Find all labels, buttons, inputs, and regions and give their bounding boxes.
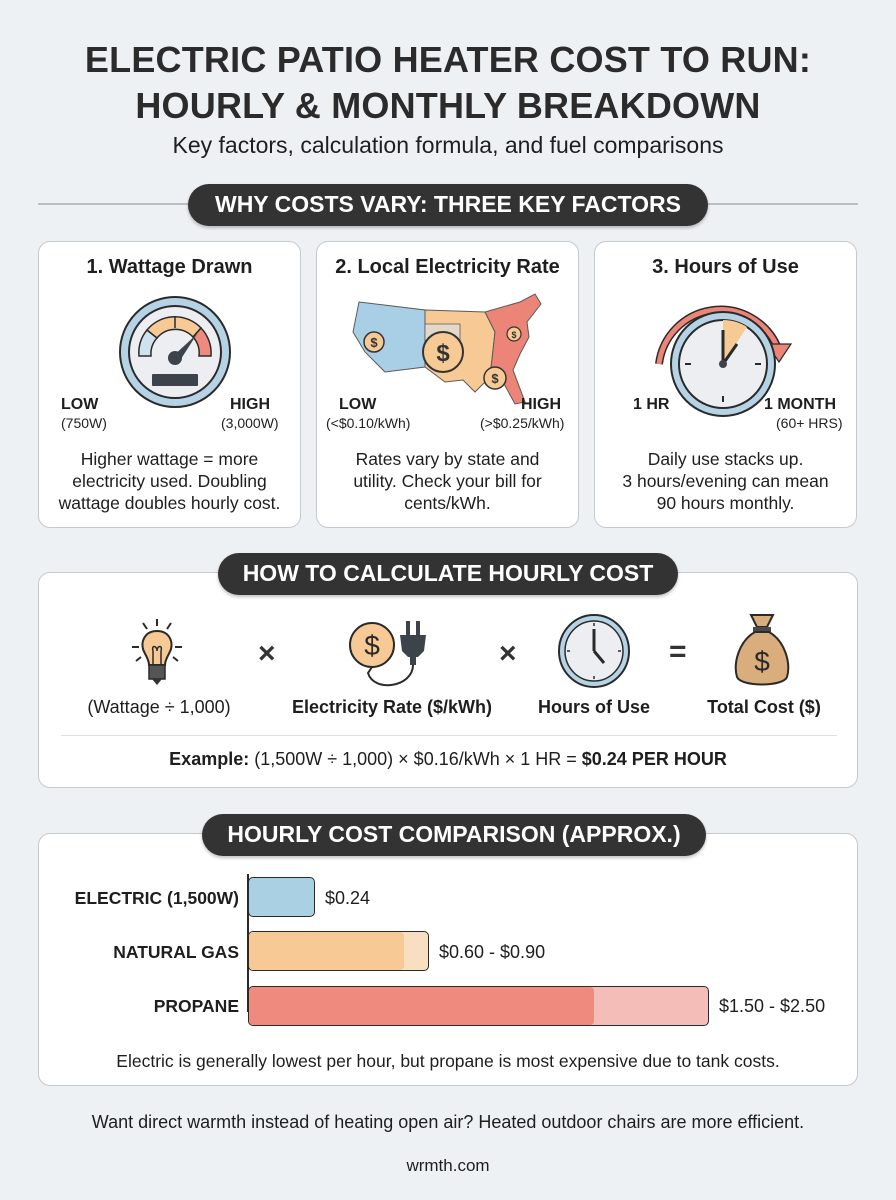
bar-natural-gas-low bbox=[249, 932, 404, 970]
page-subtitle: Key factors, calculation formula, and fu… bbox=[172, 132, 724, 158]
dollar-plug-icon: $ bbox=[349, 621, 426, 687]
factor-title: 2. Local Electricity Rate bbox=[335, 256, 560, 278]
bar-propane bbox=[248, 986, 709, 1026]
high-label: HIGH bbox=[230, 396, 270, 413]
factor-description: Higher wattage = more electricity used. … bbox=[39, 448, 300, 514]
clock-with-arrow-icon bbox=[655, 305, 793, 417]
factor-description: Daily use stacks up. 3 hours/evening can… bbox=[595, 448, 856, 514]
equals-operator: = bbox=[669, 635, 687, 668]
us-map-icon: $ $ $ $ bbox=[352, 293, 542, 405]
bar-value-natural-gas: $0.60 - $0.90 bbox=[439, 942, 546, 962]
page-title-line-1: ELECTRIC PATIO HEATER COST TO RUN: bbox=[84, 39, 812, 80]
formula-term-hours: Hours of Use bbox=[537, 697, 651, 717]
footer-tip: Want direct warmth instead of heating op… bbox=[91, 1112, 805, 1132]
description-line: 3 hours/evening can mean bbox=[622, 471, 829, 491]
bar-value-propane: $1.50 - $2.50 bbox=[719, 996, 826, 1016]
svg-text:$: $ bbox=[370, 335, 378, 350]
description-line: cents/kWh. bbox=[404, 493, 491, 513]
formula-term-total: Total Cost ($) bbox=[707, 697, 821, 717]
svg-text:$: $ bbox=[511, 330, 516, 340]
description-line: utility. Check your bill for bbox=[353, 471, 542, 491]
bar-label-propane: PROPANE bbox=[153, 996, 239, 1016]
svg-text:$: $ bbox=[491, 371, 499, 386]
factor-title: 3. Hours of Use bbox=[652, 256, 799, 278]
clock-icon bbox=[558, 614, 630, 688]
example-result: $0.24 PER HOUR bbox=[581, 749, 727, 769]
description-line: 90 hours monthly. bbox=[656, 493, 795, 513]
high-value: (3,000W) bbox=[221, 415, 279, 431]
high-label: HIGH bbox=[521, 396, 561, 413]
factor-card-wattage: 1. Wattage Drawn LOW (750W) HIGH (3,000W… bbox=[38, 241, 301, 528]
high-label: 1 MONTH bbox=[764, 396, 836, 413]
factor-title: 1. Wattage Drawn bbox=[86, 256, 253, 278]
bar-value-electric: $0.24 bbox=[325, 888, 371, 908]
section-heading-comparison: HOURLY COST COMPARISON (APPROX.) bbox=[202, 814, 706, 856]
bar-natural-gas bbox=[248, 931, 429, 971]
formula-example: Example: (1,500W ÷ 1,000) × $0.16/kWh × … bbox=[39, 749, 857, 770]
bar-label-natural-gas: NATURAL GAS bbox=[113, 942, 239, 962]
low-value: (<$0.10/kWh) bbox=[326, 415, 411, 431]
formula-card: × $ × = $ (Wattage ÷ 1,000) Electricity … bbox=[38, 572, 858, 788]
description-line: Daily use stacks up. bbox=[647, 449, 804, 469]
description-line: electricity used. Doubling bbox=[72, 471, 267, 491]
low-value: (750W) bbox=[61, 415, 107, 431]
high-value: (60+ HRS) bbox=[776, 415, 843, 431]
formula-term-wattage: (Wattage ÷ 1,000) bbox=[87, 697, 231, 717]
example-prefix: Example: bbox=[169, 749, 250, 769]
description-line: wattage doubles hourly cost. bbox=[58, 493, 281, 513]
svg-text:$: $ bbox=[364, 630, 380, 661]
factor-card-hours: 3. Hours of Use 1 HR 1 MONTH (60+ HRS) D… bbox=[594, 241, 857, 528]
low-label: LOW bbox=[61, 396, 99, 413]
section-heading-formula: HOW TO CALCULATE HOURLY COST bbox=[218, 553, 678, 595]
svg-text:$: $ bbox=[754, 646, 770, 677]
bar-label-electric: ELECTRIC (1,500W) bbox=[74, 888, 239, 908]
description-line: Rates vary by state and bbox=[355, 449, 540, 469]
lightbulb-icon bbox=[132, 619, 182, 685]
comparison-card: ELECTRIC (1,500W) $0.24 NATURAL GAS $0.6… bbox=[38, 833, 858, 1086]
comparison-note: Electric is generally lowest per hour, b… bbox=[116, 1051, 780, 1071]
formula-divider bbox=[61, 735, 837, 736]
description-line: Higher wattage = more bbox=[80, 449, 259, 469]
bar-propane-low bbox=[249, 987, 594, 1025]
high-value: (>$0.25/kWh) bbox=[480, 415, 565, 431]
section-heading-factors: WHY COSTS VARY: THREE KEY FACTORS bbox=[188, 184, 708, 226]
example-body: (1,500W ÷ 1,000) × $0.16/kWh × 1 HR = bbox=[249, 749, 582, 769]
bar-electric bbox=[248, 877, 315, 917]
footer-site-link[interactable]: wrmth.com bbox=[406, 1156, 490, 1175]
multiply-operator: × bbox=[258, 637, 276, 670]
low-label: 1 HR bbox=[633, 396, 670, 413]
factor-description: Rates vary by state and utility. Check y… bbox=[317, 448, 578, 514]
page-title-line-2: HOURLY & MONTHLY BREAKDOWN bbox=[135, 85, 761, 126]
factor-card-electricity-rate: 2. Local Electricity Rate $ $ $ $ LOW (<… bbox=[316, 241, 579, 528]
money-bag-icon: $ bbox=[734, 614, 790, 686]
gauge-icon bbox=[119, 296, 231, 408]
svg-text:$: $ bbox=[436, 340, 450, 367]
multiply-operator: × bbox=[499, 637, 517, 670]
formula-term-rate: Electricity Rate ($/kWh) bbox=[291, 697, 493, 717]
low-label: LOW bbox=[339, 396, 377, 413]
